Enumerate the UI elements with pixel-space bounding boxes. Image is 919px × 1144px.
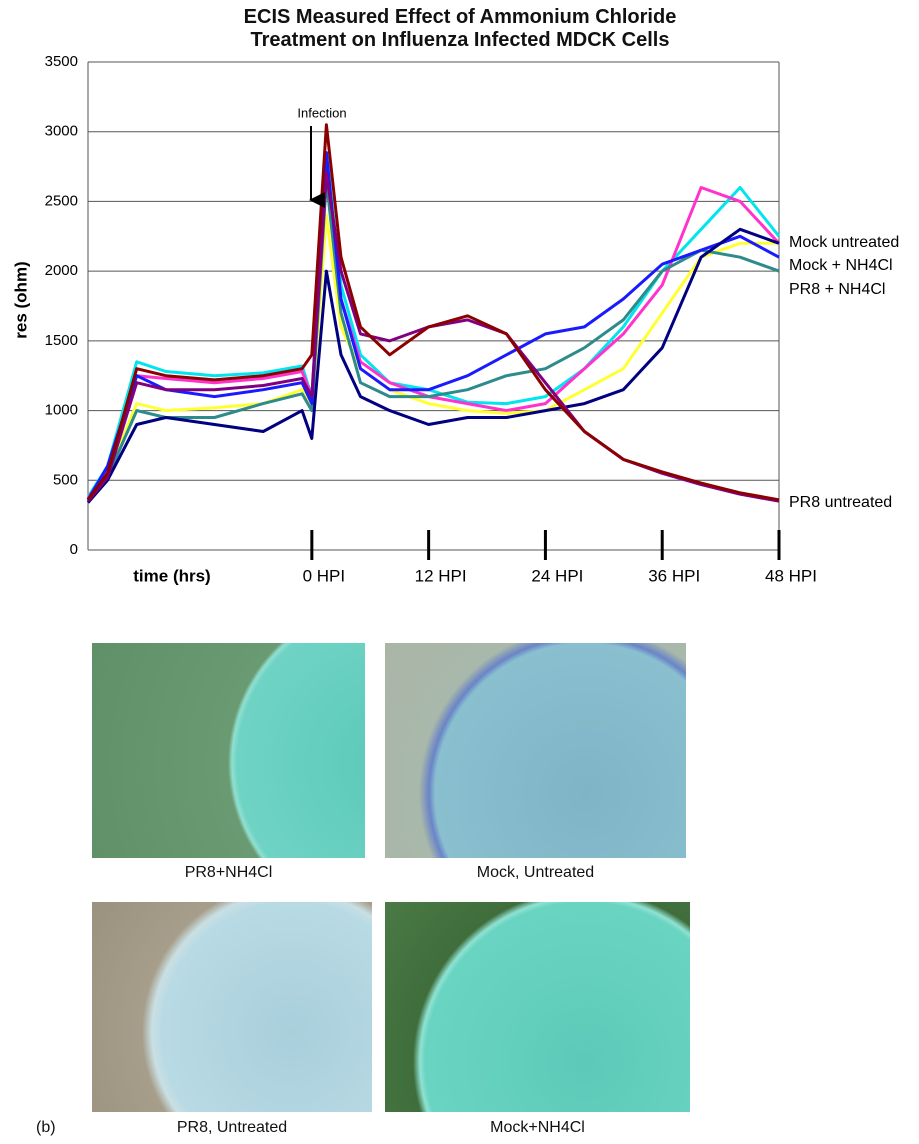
panel-caption: PR8+NH4Cl	[184, 864, 273, 881]
micrograph	[92, 643, 365, 858]
micrograph	[385, 643, 686, 858]
panel-label: (b)	[36, 1119, 56, 1136]
y-axis-label: res (ohm)	[11, 261, 30, 338]
y-tick-label: 0	[70, 541, 78, 558]
series-line	[86, 151, 780, 501]
y-tick-label: 2000	[45, 262, 78, 279]
y-tick-label: 1000	[45, 402, 78, 419]
series-line	[86, 172, 780, 503]
y-tick-label: 500	[53, 471, 78, 488]
annotation: PR8 untreated	[789, 494, 892, 511]
annotation: Infection	[297, 105, 346, 120]
annotation: Mock + NH4Cl	[789, 257, 893, 274]
chart-title: ECIS Measured Effect of Ammonium Chlorid…	[243, 6, 677, 51]
annotation: Mock untreated	[789, 234, 899, 251]
x-tick-label: 48 HPI	[765, 566, 817, 585]
series-line	[86, 151, 781, 498]
series-line	[86, 179, 780, 503]
micrograph	[92, 902, 372, 1112]
x-tick-label: 12 HPI	[415, 566, 467, 585]
x-tick-label: 36 HPI	[648, 566, 700, 585]
y-tick-label: 3500	[45, 53, 78, 70]
y-tick-label: 3000	[45, 123, 78, 140]
series-line	[86, 123, 780, 502]
panel-caption: PR8, Untreated	[176, 1119, 288, 1136]
series-line	[86, 227, 780, 504]
x-tick-label: 0 HPI	[303, 566, 346, 585]
series-line	[86, 172, 781, 500]
chart: res (ohm) time (hrs) 0 500 1000 1500 2000 250…	[11, 53, 899, 586]
y-tick-label: 1500	[45, 332, 78, 349]
y-tick-label: 2500	[45, 192, 78, 209]
x-axis-label: time (hrs)	[133, 566, 210, 585]
annotation: PR8 + NH4Cl	[789, 281, 885, 298]
panel-caption: Mock+NH4Cl	[490, 1119, 585, 1136]
panel-caption: Mock, Untreated	[476, 864, 595, 881]
micrograph	[385, 902, 690, 1112]
x-tick-label: 24 HPI	[531, 566, 583, 585]
